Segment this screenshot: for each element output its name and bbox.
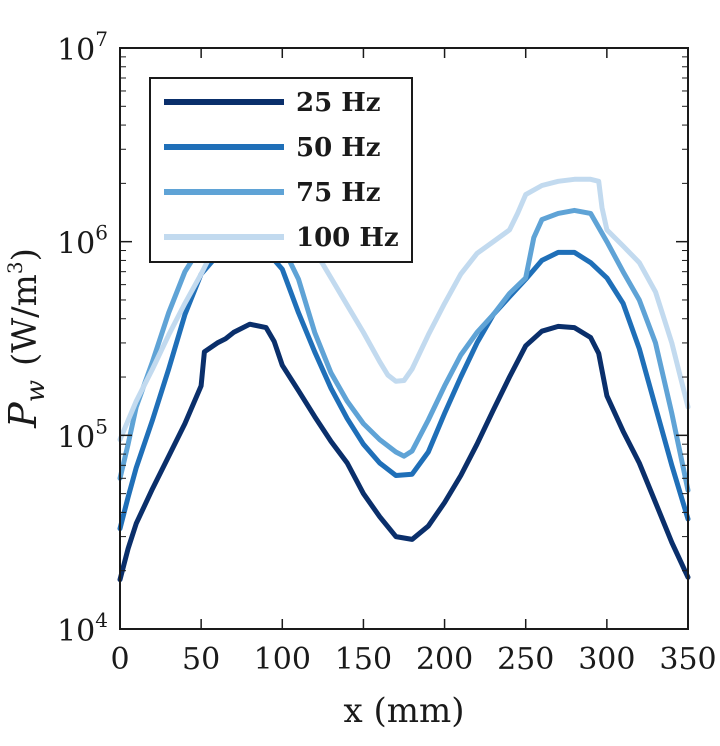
series-line-25-hz bbox=[117, 321, 691, 583]
y-tick-base: 10 bbox=[57, 614, 95, 649]
y-axis-subscript: w bbox=[21, 380, 51, 402]
y-axis-units-exponent: 3 bbox=[3, 261, 27, 274]
x-tick-label: 50 bbox=[182, 642, 220, 677]
plot-frame bbox=[119, 47, 689, 630]
y-axis-title: Pw (W/m3) bbox=[1, 248, 51, 429]
x-tick-label: 100 bbox=[254, 642, 311, 677]
y-tick-base: 10 bbox=[57, 33, 95, 68]
y-axis-symbol: P bbox=[1, 401, 45, 429]
y-tick-base: 10 bbox=[57, 420, 95, 455]
y-tick-exponent: 5 bbox=[95, 414, 108, 438]
y-axis-units: (W/m bbox=[5, 274, 45, 366]
x-tick-label: 150 bbox=[335, 642, 392, 677]
x-tick-label: 0 bbox=[110, 642, 129, 677]
legend-label: 100 Hz bbox=[296, 223, 399, 253]
x-axis-title: x (mm) bbox=[344, 691, 465, 731]
legend-label: 75 Hz bbox=[296, 178, 381, 208]
x-tick-label: 200 bbox=[416, 642, 473, 677]
x-tick-label: 350 bbox=[659, 642, 716, 677]
x-tick-label: 250 bbox=[497, 642, 554, 677]
y-axis-units-close: ) bbox=[5, 248, 45, 261]
y-tick-label: 106 bbox=[57, 221, 108, 262]
y-tick-exponent: 7 bbox=[95, 27, 108, 51]
y-tick-base: 10 bbox=[57, 227, 95, 262]
y-tick-label: 104 bbox=[57, 608, 108, 649]
legend-label: 50 Hz bbox=[296, 133, 381, 163]
legend-label: 25 Hz bbox=[296, 88, 381, 118]
y-tick-label: 107 bbox=[57, 27, 108, 68]
y-tick-label: 105 bbox=[57, 414, 108, 455]
legend: 25 Hz 50 Hz 75 Hz 100 Hz bbox=[149, 77, 413, 263]
y-tick-exponent: 4 bbox=[95, 608, 108, 632]
x-tick-label: 300 bbox=[578, 642, 635, 677]
y-tick-exponent: 6 bbox=[95, 221, 108, 245]
legend-box bbox=[149, 77, 413, 263]
